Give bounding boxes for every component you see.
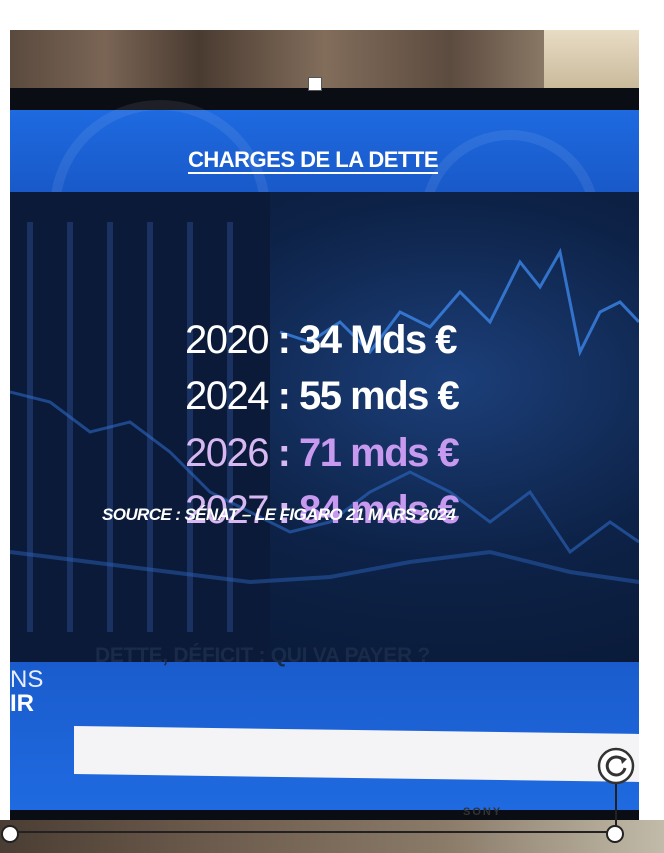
photo: NS IR CHARGES DE LA DETTE 2020 : 34 Mds … [10,30,639,820]
info-panel [10,192,639,662]
floor-strip [0,820,664,853]
rotate-icon[interactable] [596,746,636,786]
headline-banner [74,726,639,782]
chart-title: CHARGES DE LA DETTE [187,147,439,172]
channel-logo: NS IR [10,666,44,717]
tv-screen: NS IR [10,100,639,810]
debt-row-2024: 2024 : 55 mds € [185,374,460,418]
top-resize-handle[interactable] [308,77,322,91]
debt-row-2020: 2020 : 34 Mds € [185,318,457,362]
tv-brand: SONY [463,806,503,818]
background-wall [544,30,639,90]
debt-row-2026: 2026 : 71 mds € [185,431,460,475]
screen-bottom-band: NS IR [10,662,639,810]
debt-row-2027: 2027 : 84 mds € [185,488,460,532]
headline-text: DETTE, DÉFICIT : QUI VA PAYER ? [95,644,430,667]
rotate-handle-stem [615,782,617,826]
selection-frame-bottom [8,831,618,833]
source-caption: SOURCE : SÉNAT – LE FIGARO 21 MARS 2024 [102,505,456,524]
resize-handle-bottom-left[interactable] [1,825,19,843]
resize-handle-bottom-right[interactable] [606,825,624,843]
stock-chart-background [10,192,639,662]
